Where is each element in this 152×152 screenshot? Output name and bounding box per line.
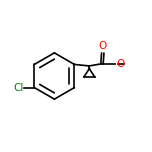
Text: O: O [116,59,124,69]
Text: Cl: Cl [13,83,23,93]
Text: O: O [99,41,107,51]
